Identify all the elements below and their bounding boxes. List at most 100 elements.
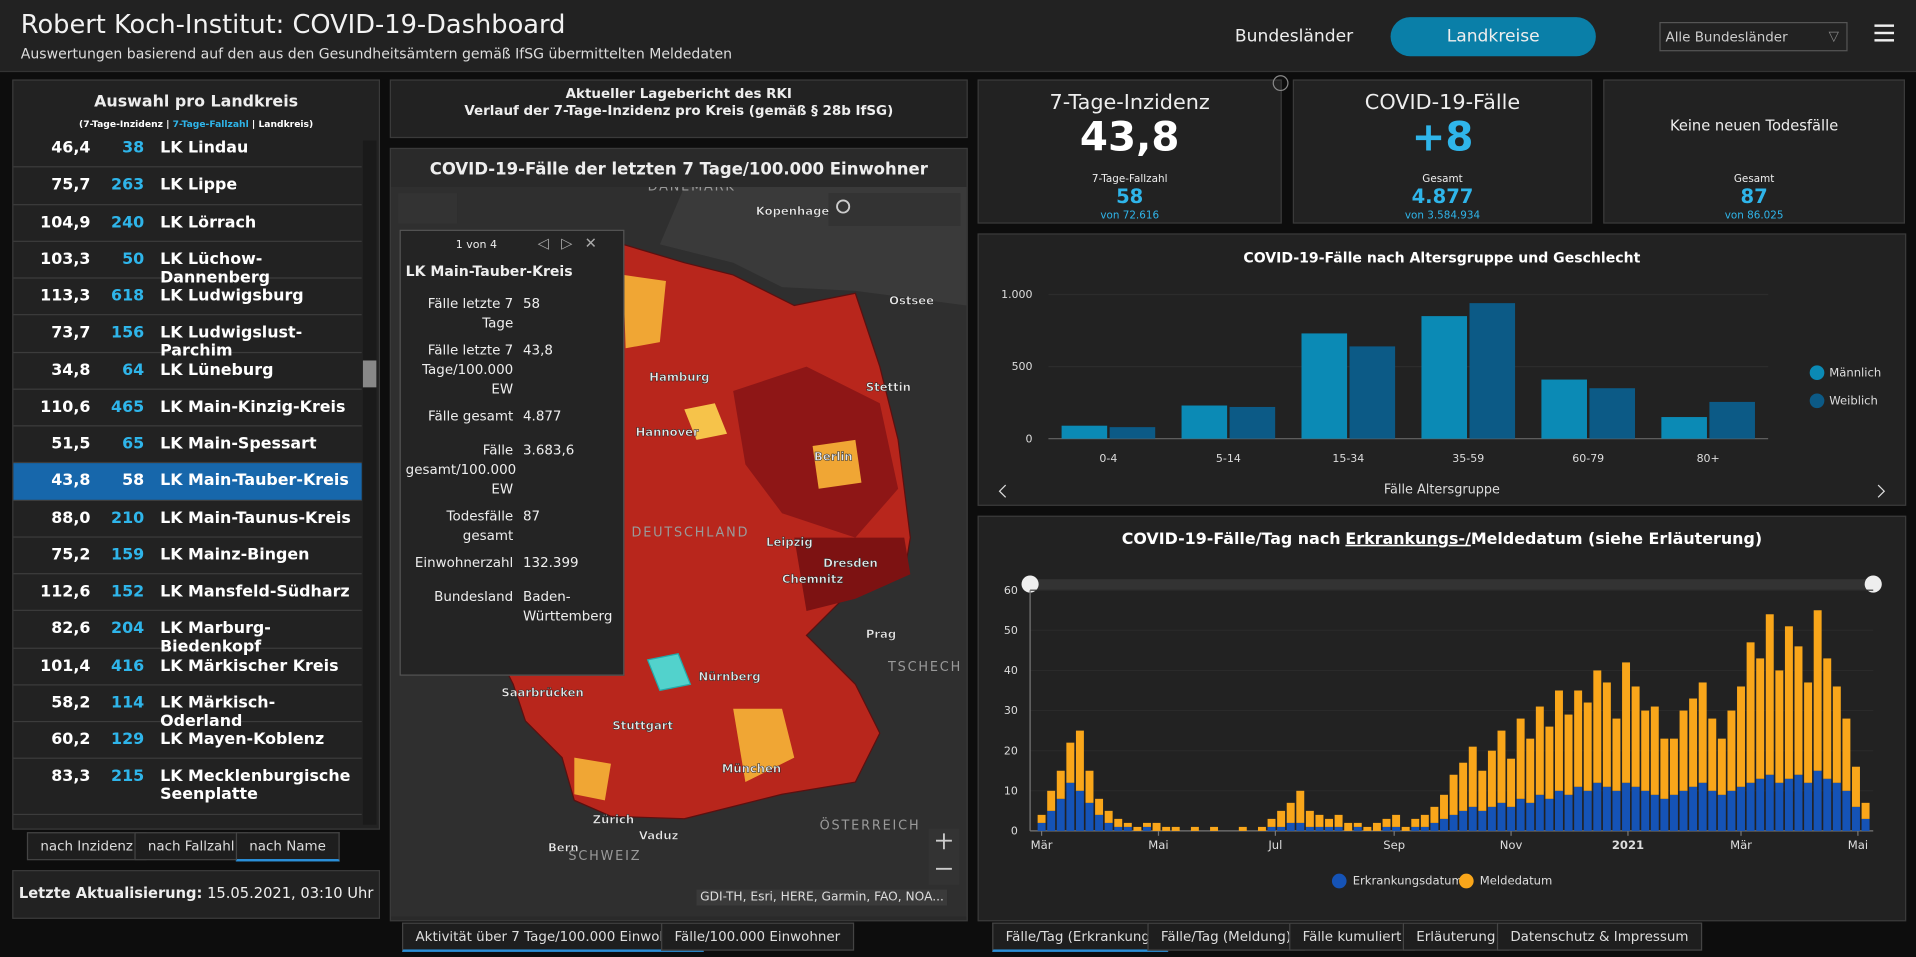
bar-segment[interactable] (1564, 794, 1573, 831)
bar-segment[interactable] (1746, 642, 1755, 783)
sort-button[interactable]: nach Fallzahl (134, 832, 248, 861)
bar-segment[interactable] (1478, 770, 1487, 811)
bar-segment[interactable] (1449, 774, 1458, 815)
bar-segment[interactable] (1583, 790, 1592, 831)
bar[interactable] (1181, 405, 1228, 439)
bar-segment[interactable] (1066, 782, 1075, 831)
bar-segment[interactable] (1631, 686, 1640, 787)
bar-segment[interactable] (1286, 822, 1295, 831)
bar-segment[interactable] (1507, 806, 1516, 831)
bar-segment[interactable] (1056, 770, 1065, 799)
bar-segment[interactable] (1689, 698, 1698, 787)
bar-segment[interactable] (1420, 814, 1429, 827)
bar-segment[interactable] (1660, 798, 1669, 831)
bar-segment[interactable] (1497, 730, 1506, 803)
list-row[interactable]: 83,3 215 LK Mecklenburgische Seenplatte (13, 759, 362, 816)
bar-segment[interactable] (1593, 670, 1602, 783)
bar-segment[interactable] (1190, 826, 1199, 831)
bar-segment[interactable] (1267, 826, 1276, 831)
bar[interactable] (1229, 406, 1276, 439)
bar-segment[interactable] (1382, 826, 1391, 831)
bar-segment[interactable] (1746, 782, 1755, 831)
bar-segment[interactable] (1037, 822, 1046, 831)
bar-segment[interactable] (1497, 802, 1506, 831)
slider[interactable] (1030, 579, 1874, 591)
bar-segment[interactable] (1622, 782, 1631, 831)
bar-segment[interactable] (1325, 826, 1333, 831)
bottom-tab[interactable]: Erläuterung (1402, 922, 1509, 951)
bar-segment[interactable] (1143, 822, 1151, 827)
bar-segment[interactable] (1784, 626, 1793, 779)
bar-segment[interactable] (1650, 794, 1659, 831)
bar-segment[interactable] (1813, 610, 1822, 771)
bar-segment[interactable] (1095, 798, 1104, 815)
slider-handle[interactable] (1021, 575, 1039, 593)
dropdown[interactable]: Alle Bundesländer ▽ (1659, 21, 1848, 52)
list-row[interactable]: 110,6 465 LK Main-Kinzig-Kreis (13, 389, 362, 427)
bar-segment[interactable] (1842, 718, 1851, 791)
bar-segment[interactable] (1344, 822, 1353, 831)
bar-segment[interactable] (1334, 826, 1343, 831)
zoom-icon[interactable] (936, 833, 952, 870)
bar-segment[interactable] (1794, 774, 1803, 831)
list-row[interactable]: 101,4 416 LK Märkischer Kreis (13, 648, 362, 686)
bar-segment[interactable] (1047, 790, 1056, 811)
bar-segment[interactable] (1516, 718, 1525, 799)
bar-segment[interactable] (1794, 646, 1803, 775)
list-row[interactable]: 113,3 618 LK Ludwigsburg (13, 279, 362, 316)
list-row[interactable]: 88,0 210 LK Main-Taunus-Kreis (13, 500, 362, 538)
bar-segment[interactable] (1756, 778, 1765, 831)
bar-segment[interactable] (1459, 810, 1468, 831)
bar-segment[interactable] (1717, 738, 1726, 795)
scroll-arrow[interactable] (998, 484, 1886, 498)
bar-segment[interactable] (1056, 798, 1065, 831)
bar-segment[interactable] (1813, 770, 1822, 831)
sort-button[interactable]: nach Inzidenz (26, 832, 147, 861)
bar-segment[interactable] (1296, 790, 1305, 823)
bar-segment[interactable] (1574, 690, 1583, 787)
bar-segment[interactable] (1861, 818, 1870, 831)
bar-segment[interactable] (1468, 746, 1477, 807)
bar-segment[interactable] (1823, 658, 1832, 779)
bar-segment[interactable] (1861, 802, 1870, 819)
bar-segment[interactable] (1650, 706, 1659, 795)
bar-segment[interactable] (1372, 822, 1381, 831)
search-icon[interactable] (836, 199, 851, 214)
bar-segment[interactable] (1727, 790, 1736, 831)
bar-segment[interactable] (1133, 826, 1142, 831)
bar-segment[interactable] (1430, 822, 1439, 831)
bar-segment[interactable] (1363, 826, 1372, 831)
bar-segment[interactable] (1756, 658, 1765, 779)
bar-segment[interactable] (1765, 774, 1774, 831)
bar-segment[interactable] (1852, 766, 1860, 807)
scroll-thumb[interactable] (362, 360, 377, 388)
bar-segment[interactable] (1123, 822, 1132, 827)
bar-segment[interactable] (1583, 702, 1592, 791)
bar-segment[interactable] (1526, 802, 1535, 831)
bar-segment[interactable] (1679, 790, 1688, 831)
bar[interactable] (1589, 388, 1636, 439)
bar-segment[interactable] (1315, 826, 1324, 831)
list-row[interactable]: 104,9 240 LK Lörrach (13, 205, 362, 242)
bar-segment[interactable] (1286, 802, 1295, 823)
bar-segment[interactable] (1143, 826, 1151, 831)
bar-segment[interactable] (1459, 762, 1468, 811)
slider-handle[interactable] (1864, 575, 1882, 593)
popup[interactable]: 1 von 4 ◁▷✕ LK Main-Tauber-Kreis Fälle letz… (399, 229, 625, 676)
bar[interactable] (1541, 379, 1587, 439)
bar-segment[interactable] (1075, 730, 1084, 791)
bar-segment[interactable] (1804, 682, 1813, 783)
menu[interactable] (1874, 22, 1895, 42)
bar-segment[interactable] (1622, 662, 1631, 783)
bar-segment[interactable] (1334, 814, 1343, 827)
bar-segment[interactable] (1612, 718, 1621, 791)
bar-segment[interactable] (1775, 782, 1784, 831)
bar-segment[interactable] (1545, 726, 1554, 799)
bar-segment[interactable] (1708, 790, 1717, 831)
bar-segment[interactable] (1411, 826, 1420, 831)
list-row[interactable]: 46,4 38 LK Lindau (13, 131, 362, 168)
bar-segment[interactable] (1123, 826, 1132, 831)
bar-segment[interactable] (1737, 686, 1745, 787)
list-row[interactable]: 58,2 114 LK Märkisch-Oderland (13, 685, 362, 730)
list-row[interactable]: 73,7 156 LK Ludwigslust-Parchim (13, 316, 362, 361)
